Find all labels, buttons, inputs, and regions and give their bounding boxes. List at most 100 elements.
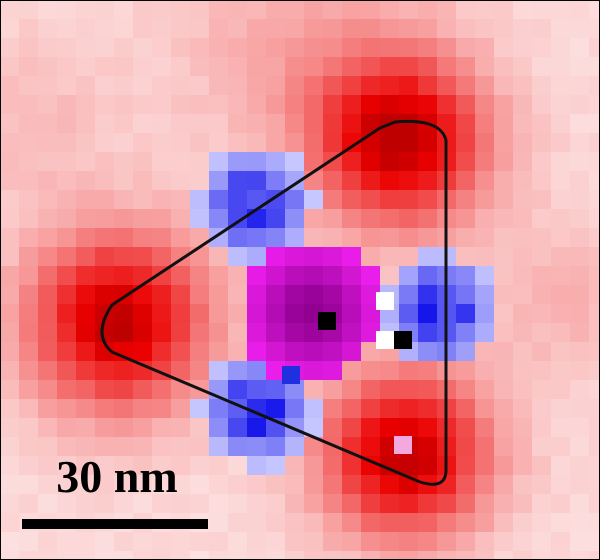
pixel — [0, 171, 20, 191]
pixel — [247, 323, 267, 343]
pixel — [437, 513, 457, 533]
pixel — [304, 95, 324, 115]
pixel — [171, 19, 191, 39]
pixel — [380, 76, 400, 96]
pixel — [399, 19, 419, 39]
pixel — [475, 551, 495, 560]
pixel — [399, 494, 419, 514]
pixel — [570, 190, 590, 210]
pixel — [513, 19, 533, 39]
pixel — [361, 494, 381, 514]
pixel — [95, 418, 115, 438]
pixel — [152, 19, 172, 39]
pixel — [323, 171, 343, 191]
pixel — [190, 532, 210, 552]
pixel — [190, 399, 210, 419]
pixel — [380, 19, 400, 39]
pixel — [570, 19, 590, 39]
pixel — [95, 456, 115, 476]
pixel — [171, 418, 191, 438]
pixel — [171, 57, 191, 77]
pixel — [551, 475, 571, 495]
pixel — [456, 114, 476, 134]
pixel — [342, 418, 362, 438]
pixel — [247, 494, 267, 514]
pixel — [532, 247, 552, 267]
pixel — [266, 399, 286, 419]
pixel — [494, 133, 514, 153]
pixel — [551, 171, 571, 191]
pixel — [494, 551, 514, 560]
pixel — [0, 361, 20, 381]
pixel — [532, 342, 552, 362]
pixel — [95, 361, 115, 381]
pixel — [361, 551, 381, 560]
pixel — [152, 323, 172, 343]
pixel — [133, 380, 153, 400]
pixel — [570, 418, 590, 438]
pixel — [456, 152, 476, 172]
pixel — [152, 494, 172, 514]
pixel — [95, 437, 115, 457]
pixel — [152, 228, 172, 248]
pixel — [418, 38, 438, 58]
pixel — [38, 418, 58, 438]
pixel — [342, 76, 362, 96]
pixel — [76, 171, 96, 191]
pixel — [266, 57, 286, 77]
pixel — [589, 304, 600, 324]
pixel — [513, 228, 533, 248]
pixel — [38, 323, 58, 343]
pixel — [475, 228, 495, 248]
pixel — [114, 152, 134, 172]
pixel — [380, 38, 400, 58]
pixel — [247, 380, 267, 400]
pixel — [285, 209, 305, 229]
pixel — [380, 95, 400, 115]
pixel — [456, 247, 476, 267]
pixel — [38, 76, 58, 96]
pixel — [0, 323, 20, 343]
pixel — [475, 418, 495, 438]
pixel — [532, 285, 552, 305]
pixel — [551, 494, 571, 514]
pixel — [285, 228, 305, 248]
pixel — [418, 285, 438, 305]
pixel — [318, 312, 336, 330]
pixel — [57, 95, 77, 115]
pixel — [228, 76, 248, 96]
pixel — [38, 532, 58, 552]
pixel — [95, 532, 115, 552]
pixel — [247, 114, 267, 134]
pixel — [266, 171, 286, 191]
pixel — [95, 95, 115, 115]
pixel — [285, 532, 305, 552]
pixel — [38, 285, 58, 305]
pixel — [0, 76, 20, 96]
pixel — [228, 228, 248, 248]
pixel — [152, 114, 172, 134]
pixel — [551, 285, 571, 305]
pixel — [323, 247, 343, 267]
pixel — [418, 57, 438, 77]
pixel — [171, 494, 191, 514]
pixel — [228, 285, 248, 305]
pixel — [456, 323, 476, 343]
pixel — [570, 323, 590, 343]
pixel — [551, 513, 571, 533]
pixel — [285, 38, 305, 58]
pixel — [95, 228, 115, 248]
pixel — [475, 0, 495, 20]
pixel — [114, 437, 134, 457]
pixel — [228, 57, 248, 77]
pixel — [532, 133, 552, 153]
pixel — [209, 171, 229, 191]
pixel — [361, 95, 381, 115]
pixel — [399, 228, 419, 248]
pixel — [475, 513, 495, 533]
pixel — [190, 114, 210, 134]
pixel — [380, 247, 400, 267]
pixel — [361, 76, 381, 96]
pixel — [76, 342, 96, 362]
pixel — [266, 551, 286, 560]
